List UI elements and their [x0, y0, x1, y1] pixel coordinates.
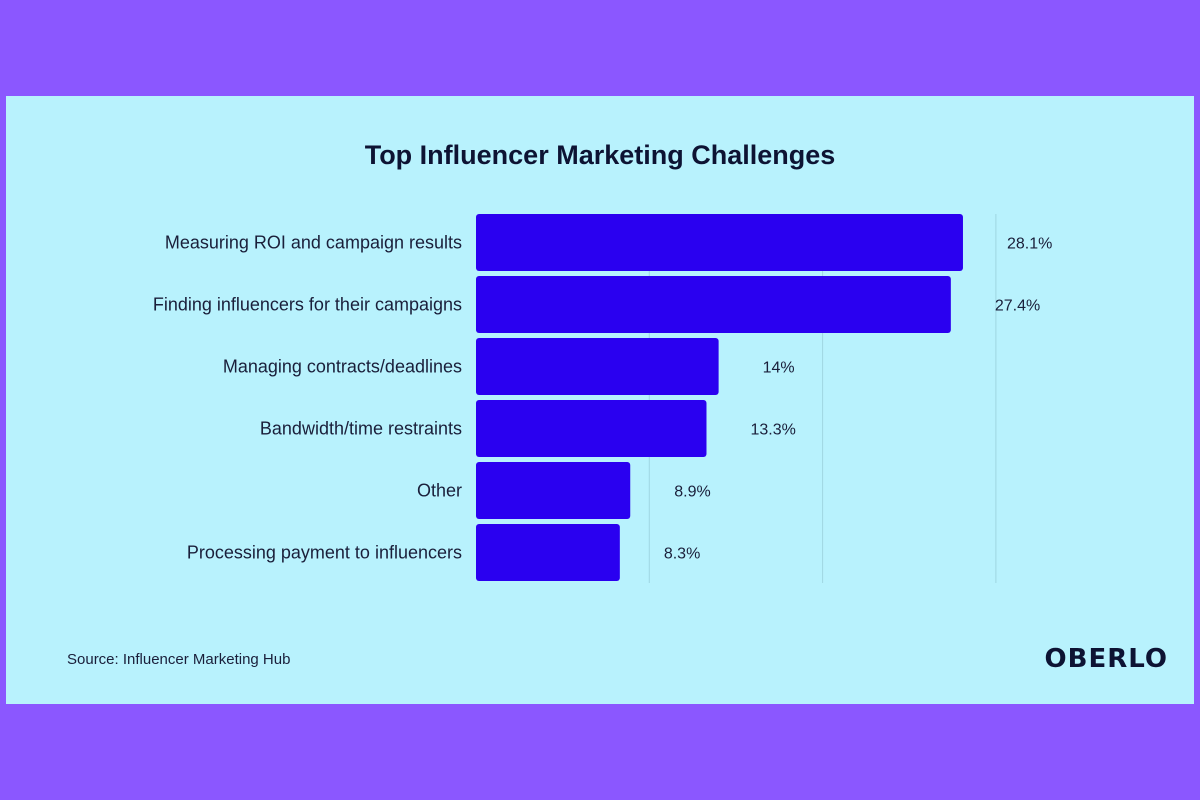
- category-label-0: Measuring ROI and campaign results: [165, 233, 462, 253]
- labels: Measuring ROI and campaign results 28.1% F…: [153, 233, 1053, 563]
- bar-3: [476, 400, 707, 457]
- chart-title: Top Influencer Marketing Challenges: [364, 140, 836, 170]
- value-label-1: 27.4%: [995, 298, 1040, 315]
- category-label-4: Other: [417, 481, 462, 501]
- oberlo-logo: OBERLO: [1044, 644, 1168, 674]
- category-label-5: Processing payment to influencers: [187, 543, 462, 563]
- bar-2: [476, 338, 719, 395]
- bar-5: [476, 524, 620, 581]
- bar-chart: Measuring ROI and campaign results 28.1% F…: [153, 214, 1053, 583]
- gridlines: [648, 214, 997, 583]
- source-note: Source: Influencer Marketing Hub: [67, 651, 291, 668]
- category-label-1: Finding influencers for their campaigns: [153, 295, 462, 315]
- value-label-4: 8.9%: [674, 484, 710, 501]
- bars: [476, 214, 963, 581]
- bar-4: [476, 462, 631, 519]
- category-label-3: Bandwidth/time restraints: [260, 419, 462, 439]
- bar-1: [476, 276, 951, 333]
- value-label-3: 13.3%: [750, 422, 795, 439]
- value-label-5: 8.3%: [664, 546, 700, 563]
- category-label-2: Managing contracts/deadlines: [223, 357, 462, 377]
- bar-0: [476, 214, 963, 271]
- value-label-0: 28.1%: [1007, 236, 1052, 253]
- chart-panel: Top Influencer Marketing Challenges Meas…: [6, 96, 1194, 704]
- value-label-2: 14%: [763, 360, 795, 377]
